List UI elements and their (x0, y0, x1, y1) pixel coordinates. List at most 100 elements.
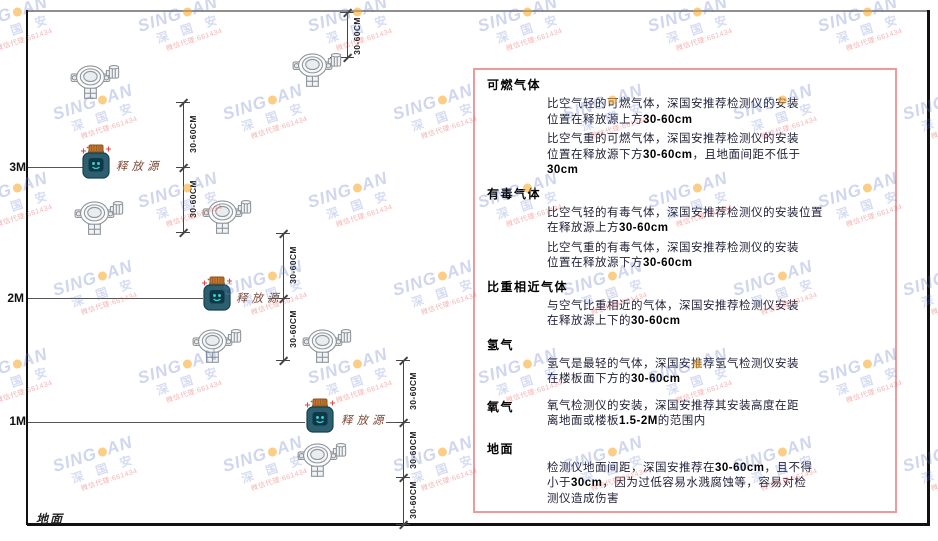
watermark-agent-text: 微信代理:661434 (80, 467, 139, 493)
section-heading: 可燃气体 (487, 78, 542, 92)
section-heading: 氢气 (487, 337, 515, 352)
guidelines-panel: 可燃气体 比空气轻的可燃气体，深国安推荐检测仪的安装 位置在释放源上方30-60cm… (473, 68, 897, 513)
dimension-line (403, 360, 404, 524)
release-source-icon (202, 276, 232, 311)
watermark-dot-icon (521, 6, 533, 18)
watermark-dot-icon (351, 358, 363, 370)
section-paragraph: 比空气轻的可燃气体，深国安推荐检测仪的安装 位置在释放源上方30-60cm (547, 98, 799, 126)
dimension-label: 30-60CM (408, 372, 418, 410)
axis-label-1m: 1M (9, 414, 26, 428)
panel-section: 有毒气体 比空气轻的有毒气体，深国安推荐检测仪的安装位置 在释放源上方30-60cm… (487, 186, 883, 272)
watermark-cjk-text: 深 国 安 (154, 363, 224, 398)
section-heading: 氧气 (487, 399, 515, 414)
watermark-dot-icon (181, 358, 193, 370)
watermark-cjk-text: 深 国 安 (324, 363, 394, 398)
watermark-agent-text: 微信代理:661434 (250, 115, 309, 141)
dimension-label: 30-60CM (288, 310, 298, 348)
gas-detector-icon (70, 64, 120, 99)
dimension-label: 30-60CM (188, 180, 198, 218)
watermark-cjk-text: 深 国 安 (69, 275, 139, 310)
section-paragraph: 比空气轻的有毒气体，深国安推荐检测仪的安装位置 在释放源上方30-60cm (547, 206, 823, 235)
watermark-cjk-text: 深 国 安 (409, 275, 479, 310)
watermark-cjk-text: 深 国 安 (409, 99, 479, 134)
gas-detector-icon (297, 442, 347, 477)
watermark-dot-icon (861, 6, 873, 18)
watermark-dot-icon (96, 270, 108, 282)
watermark-agent-text: 微信代理:661434 (0, 379, 54, 405)
panel-section: 比重相近气体与空气比重相近的气体，深国安推荐检测仪安装 在释放源上下的30-60c… (487, 279, 883, 330)
panel-section: 氧气 氧气检测仪的安装，深国安推荐其安装高度在距 离地面或楼板1.5-2M的范围内 (487, 392, 883, 434)
section-heading: 比重相近气体 (487, 279, 569, 294)
dimension-label: 30-60CM (408, 431, 418, 469)
section-paragraph: 与空气比重相近的气体，深国安推荐检测仪安装 在释放源上下的30-60cm (547, 299, 799, 328)
watermark-cjk-text: 深 国 安 (154, 11, 224, 46)
watermark-dot-icon (266, 446, 278, 458)
watermark-dot-icon (266, 94, 278, 106)
release-source-label: 释放源 (116, 161, 163, 173)
watermark-cjk-text: 深 国 安 (834, 11, 904, 46)
watermark-agent-text: 微信代理:661434 (80, 115, 139, 141)
watermark-agent-text: 微信代理:661434 (0, 203, 54, 229)
watermark-dot-icon (436, 270, 448, 282)
watermark-agent-text: 微信代理:661434 (165, 379, 224, 405)
level-line-3m (28, 167, 84, 168)
watermark-agent-text: 微信代理:661434 (675, 27, 734, 53)
watermark-dot-icon (266, 270, 278, 282)
dimension-label: 30-60CM (352, 17, 362, 55)
watermark-agent-text: 微信代理:661434 (505, 27, 564, 53)
watermark-agent-text: 微信代理:661434 (930, 115, 938, 141)
gas-detector-icon (74, 200, 124, 235)
watermark-dot-icon (11, 182, 23, 194)
watermark-agent-text: 微信代理:661434 (335, 27, 394, 53)
release-source-label: 释放源 (236, 293, 283, 305)
panel-section: 地面 检测仪地面间距，深国安推荐在30-60cm，且不得 小于30cm，因为过低容易… (487, 441, 883, 508)
watermark-agent-text: 微信代理:661434 (335, 203, 394, 229)
release-source-icon (81, 144, 111, 179)
ceiling-line (27, 10, 930, 12)
watermark-dot-icon (691, 6, 703, 18)
watermark-agent-text: 微信代理:661434 (0, 27, 54, 53)
axis-label-3m: 3M (9, 160, 26, 174)
level-line-2m (28, 298, 203, 299)
axis-label-ground: 地面 (36, 512, 65, 526)
ground-line (27, 523, 930, 526)
panel-section: 可燃气体 比空气轻的可燃气体，深国安推荐检测仪的安装 位置在释放源上方30-60cm… (487, 77, 883, 179)
section-paragraph: 比空气重的有毒气体，深国安推荐检测仪的安装 位置在释放源下方30-60cm (547, 241, 799, 270)
right-wall-line (927, 10, 930, 525)
dimension-label: 30-60CM (188, 115, 198, 153)
watermark-dot-icon (351, 182, 363, 194)
section-paragraph: 氢气是最轻的气体，深国安推荐氢气检测仪安装 在楼板面下方的30-60cm (547, 357, 799, 386)
watermark-cjk-text: 深 国 安 (409, 451, 479, 486)
watermark-dot-icon (11, 6, 23, 18)
section-body: 氧气检测仪的安装，深国安推荐其安装高度在距 离地面或楼板1.5-2M的范围内 (541, 392, 883, 434)
watermark-dot-icon (436, 446, 448, 458)
release-source-label: 释放源 (341, 415, 388, 427)
section-paragraph: 比空气重的可燃气体，深国安推荐检测仪的安装 位置在释放源下方30-60cm，且地面… (547, 133, 801, 176)
watermark-cjk-text: 深 国 安 (69, 451, 139, 486)
dimension-label: 30-60CM (288, 246, 298, 284)
panel-section: 氢气氢气是最轻的气体，深国安推荐氢气检测仪安装 在楼板面下方的30-60cm (487, 337, 883, 388)
